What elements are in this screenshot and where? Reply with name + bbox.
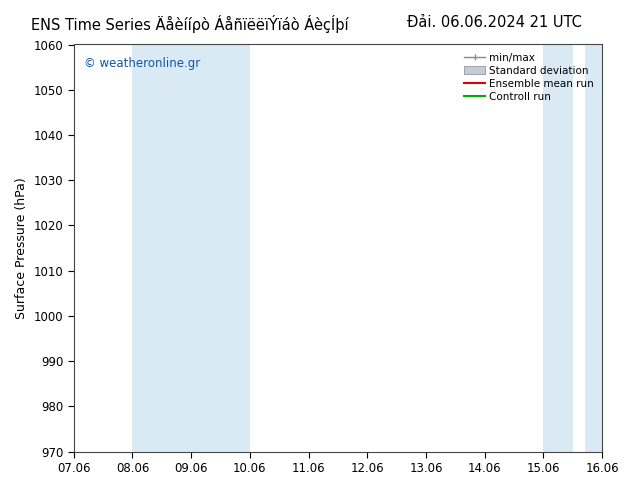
- Bar: [543, 45, 573, 452]
- Bar: [585, 45, 620, 452]
- Legend: min/max, Standard deviation, Ensemble mean run, Controll run: min/max, Standard deviation, Ensemble me…: [461, 49, 597, 105]
- Text: Đải. 06.06.2024 21 UTC: Đải. 06.06.2024 21 UTC: [407, 15, 582, 30]
- Bar: [133, 45, 250, 452]
- Text: © weatheronline.gr: © weatheronline.gr: [84, 57, 200, 70]
- Y-axis label: Surface Pressure (hPa): Surface Pressure (hPa): [15, 177, 28, 319]
- Text: ENS Time Series Äåèííρò ÁåñïëëïÝïáò ÁèçÍþí: ENS Time Series Äåèííρò ÁåñïëëïÝïáò ÁèçÍ…: [32, 15, 349, 33]
